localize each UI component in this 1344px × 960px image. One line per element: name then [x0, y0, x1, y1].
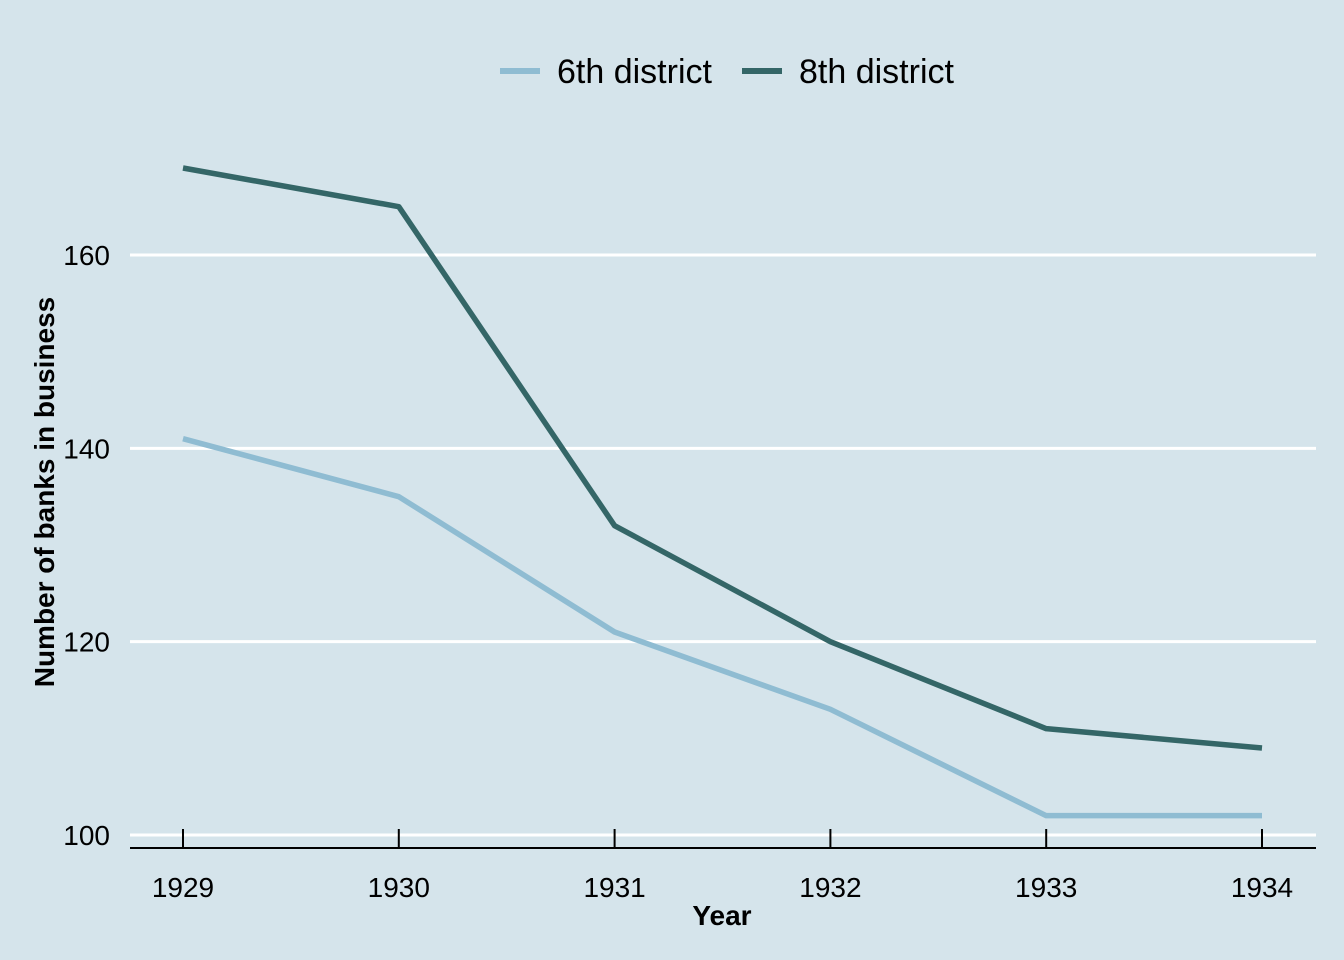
y-axis: 100 120 140 160	[63, 240, 110, 851]
y-tick-label: 100	[63, 820, 110, 851]
y-tick-label: 140	[63, 433, 110, 464]
x-tick-label: 1932	[799, 872, 861, 903]
legend-label-2: 8th district	[799, 53, 954, 91]
series-line-1	[182, 436, 1262, 819]
x-axis-title: Year	[692, 900, 751, 931]
y-tick-label: 160	[63, 240, 110, 271]
legend-label-1: 6th district	[557, 53, 712, 91]
x-tick-label: 1933	[1015, 872, 1077, 903]
plot-series	[182, 165, 1263, 819]
x-tick-label: 1930	[368, 872, 430, 903]
x-tick-label: 1934	[1231, 872, 1293, 903]
legend: 6th district 8th district	[500, 53, 954, 91]
gridlines	[130, 253, 1316, 837]
x-tick-label: 1931	[583, 872, 645, 903]
y-tick-label: 120	[63, 627, 110, 658]
y-axis-title: Number of banks in business	[29, 297, 60, 688]
x-tick-label: 1929	[152, 872, 214, 903]
x-axis: 1929 1930 1931 1932 1933 1934	[130, 829, 1316, 903]
series-line-2	[182, 165, 1263, 751]
